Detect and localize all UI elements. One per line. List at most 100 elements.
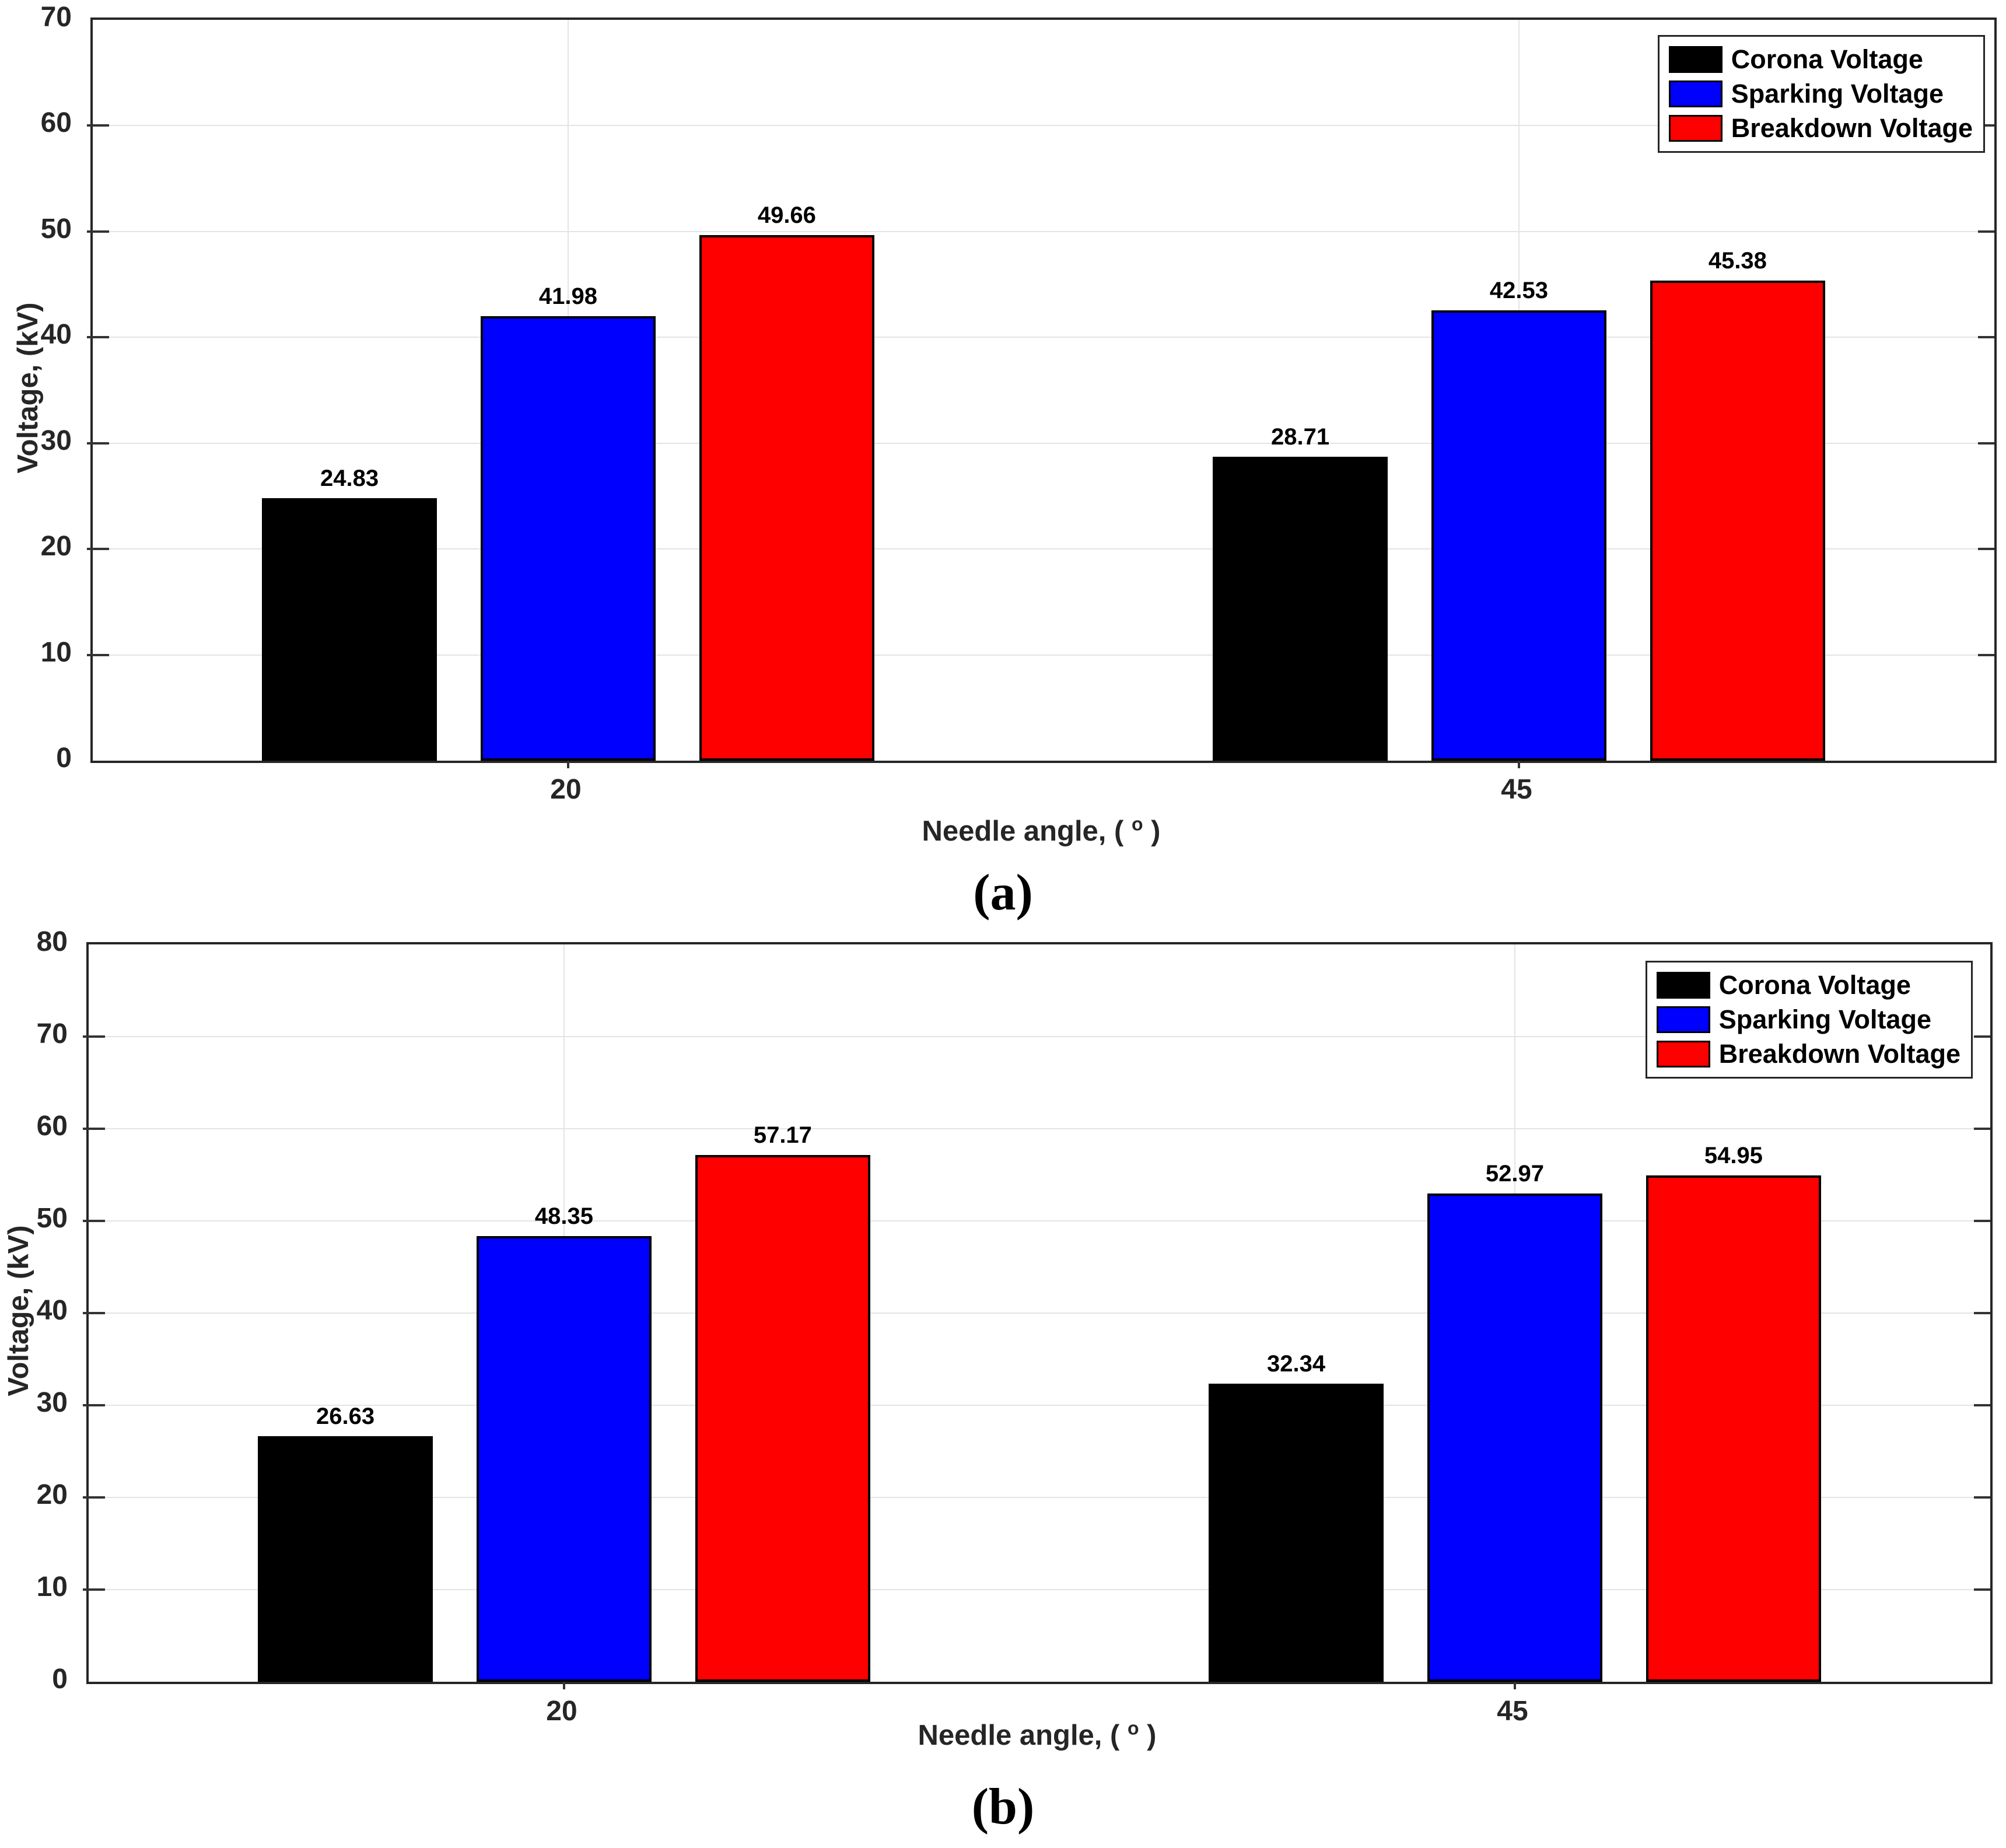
bar-breakdown-voltage-20 (699, 235, 874, 761)
gridline-y-30 (89, 1405, 1990, 1406)
caption-b: (b) (971, 1779, 1035, 1835)
bar-breakdown-voltage-45 (1646, 1175, 1821, 1682)
legend-swatch-corona-voltage-icon (1668, 46, 1723, 73)
ytick-label-b-50: 50 (36, 1203, 68, 1234)
gridline-y-20 (93, 548, 1994, 550)
ytick-label-a-20: 20 (40, 531, 72, 562)
ytick-label-a-0: 0 (56, 743, 72, 774)
legend-b: Corona Voltage Sparking Voltage Breakdown … (1645, 961, 1973, 1079)
ytick-mark-right-30 (1978, 442, 1994, 444)
bar-value-sparking-voltage-20: 48.35 (534, 1203, 594, 1230)
ytick-mark-right-10 (1978, 653, 1994, 656)
ytick-mark-right-70 (1974, 1035, 1990, 1038)
legend-item-sparking-voltage: Sparking Voltage (1656, 1005, 1961, 1034)
ytick-label-b-70: 70 (36, 1019, 68, 1049)
ytick-mark-right-50 (1978, 230, 1994, 233)
ytick-mark-right-20 (1974, 1496, 1990, 1499)
legend-label-sparking-voltage: Sparking Voltage (1731, 79, 1944, 108)
legend-item-sparking-voltage: Sparking Voltage (1668, 79, 1973, 108)
bar-sparking-voltage-45 (1427, 1194, 1602, 1682)
ytick-mark-right-30 (1974, 1404, 1990, 1406)
ytick-mark-left-20 (87, 548, 109, 551)
ytick-label-b-20: 20 (36, 1479, 68, 1510)
legend-label-corona-voltage: Corona Voltage (1731, 44, 1923, 74)
ytick-label-a-70: 70 (40, 2, 72, 33)
ytick-label-b-80: 80 (36, 926, 68, 957)
ytick-label-b-30: 30 (36, 1387, 68, 1418)
legend-swatch-sparking-voltage-icon (1668, 80, 1723, 107)
ytick-mark-left-10 (83, 1588, 105, 1591)
bar-sparking-voltage-20 (481, 316, 656, 761)
bar-corona-voltage-45 (1213, 457, 1388, 761)
legend-swatch-corona-voltage-icon (1656, 972, 1710, 999)
ytick-mark-left-40 (83, 1312, 105, 1314)
degree-symbol: o (1131, 813, 1143, 835)
ytick-mark-right-20 (1978, 548, 1994, 551)
x-axis-label-post: ) (1143, 816, 1161, 847)
ytick-label-b-0: 0 (52, 1664, 68, 1695)
caption-a: (a) (973, 864, 1033, 921)
xtick-label-b-20: 20 (546, 1696, 577, 1727)
ytick-mark-left-20 (83, 1496, 105, 1499)
bar-corona-voltage-20 (262, 498, 437, 761)
legend-swatch-breakdown-voltage-icon (1668, 115, 1723, 142)
ytick-mark-right-40 (1974, 1312, 1990, 1314)
ytick-mark-left-50 (83, 1220, 105, 1222)
gridline-y-50 (89, 1220, 1990, 1222)
ytick-label-b-10: 10 (36, 1572, 68, 1602)
ytick-mark-right-10 (1974, 1588, 1990, 1591)
ytick-label-a-10: 10 (40, 636, 72, 668)
legend-item-breakdown-voltage: Breakdown Voltage (1668, 113, 1973, 143)
ytick-mark-left-30 (87, 442, 109, 444)
x-axis-label-b: Needle angle, ( o ) (775, 1718, 1300, 1752)
y-axis-label-a: Voltage, (kV) (12, 302, 44, 474)
ytick-label-a-60: 60 (40, 107, 72, 139)
bar-value-breakdown-voltage-45: 54.95 (1704, 1142, 1763, 1168)
gridline-y-40 (89, 1312, 1990, 1314)
ytick-label-a-50: 50 (40, 213, 72, 244)
gridline-y-60 (89, 1128, 1990, 1129)
legend-label-breakdown-voltage: Breakdown Voltage (1718, 1039, 1961, 1069)
xtick-label-a-20: 20 (550, 774, 582, 805)
ytick-mark-left-40 (87, 336, 109, 339)
bar-value-corona-voltage-20: 24.83 (320, 465, 379, 491)
plot-area-a: 24.83 28.71 41.98 42.53 49.66 45.38 Corona Vol… (87, 18, 1997, 768)
x-axis-label-pre: Needle angle, ( (918, 1720, 1128, 1751)
bar-value-sparking-voltage-20: 41.98 (538, 284, 598, 310)
degree-symbol: o (1127, 1717, 1139, 1739)
gridline-y-10 (93, 654, 1994, 656)
ytick-mark-right-50 (1974, 1220, 1990, 1222)
legend-item-breakdown-voltage: Breakdown Voltage (1656, 1039, 1961, 1069)
bar-value-breakdown-voltage-20: 49.66 (757, 202, 816, 229)
xtick-mark-20 (567, 761, 569, 768)
xtick-mark-45 (1514, 1682, 1516, 1689)
bar-value-corona-voltage-45: 28.71 (1271, 424, 1330, 450)
gridline-y-70 (89, 1036, 1990, 1037)
ytick-mark-left-60 (87, 124, 109, 127)
ytick-mark-left-70 (83, 1035, 105, 1038)
legend-item-corona-voltage: Corona Voltage (1656, 971, 1961, 1000)
bar-value-breakdown-voltage-20: 57.17 (753, 1122, 812, 1148)
bar-corona-voltage-20 (258, 1436, 433, 1682)
ytick-label-a-40: 40 (40, 319, 72, 351)
bar-corona-voltage-45 (1209, 1384, 1384, 1682)
legend-label-breakdown-voltage: Breakdown Voltage (1731, 113, 1973, 143)
bar-breakdown-voltage-45 (1650, 280, 1825, 761)
xtick-label-a-45: 45 (1501, 774, 1532, 805)
bar-breakdown-voltage-20 (695, 1154, 870, 1682)
bar-value-corona-voltage-20: 26.63 (316, 1404, 375, 1430)
legend-label-sparking-voltage: Sparking Voltage (1718, 1005, 1931, 1034)
gridline-y-40 (93, 337, 1994, 338)
ytick-mark-right-60 (1974, 1128, 1990, 1130)
xtick-mark-45 (1518, 761, 1520, 768)
xtick-label-b-45: 45 (1497, 1696, 1528, 1727)
legend-a: Corona Voltage Sparking Voltage Breakdown … (1657, 35, 1985, 153)
ytick-mark-right-60 (1978, 124, 1994, 127)
x-axis-label-a: Needle angle, ( o ) (779, 814, 1304, 848)
legend-swatch-sparking-voltage-icon (1656, 1006, 1710, 1033)
bar-value-breakdown-voltage-45: 45.38 (1708, 247, 1767, 274)
legend-swatch-breakdown-voltage-icon (1656, 1041, 1710, 1068)
xtick-mark-20 (563, 1682, 565, 1689)
gridline-y-50 (93, 230, 1994, 232)
